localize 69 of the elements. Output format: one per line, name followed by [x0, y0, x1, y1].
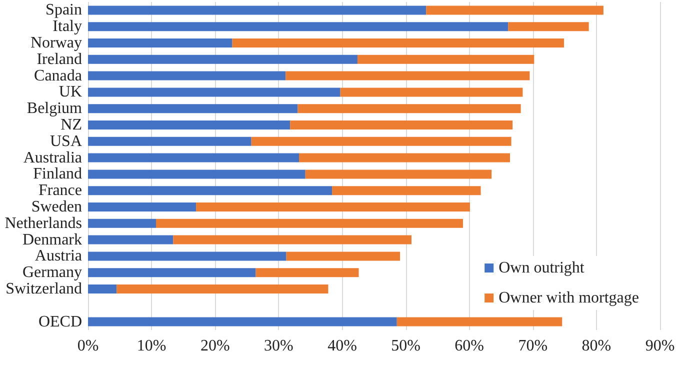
bar [298, 104, 521, 114]
bar [88, 218, 156, 228]
x-tick-label: 10% [136, 338, 166, 354]
x-tick-label: 90% [645, 338, 675, 354]
bar [232, 38, 564, 48]
bar [88, 120, 290, 130]
bar [88, 202, 196, 212]
y-tick-label: Spain [46, 2, 82, 19]
x-tick-label: 30% [264, 338, 294, 354]
bar [88, 54, 358, 64]
y-tick-label: Australia [23, 149, 82, 166]
bar [290, 120, 513, 130]
x-tick-label: 70% [518, 338, 548, 354]
y-tick-label: Sweden [31, 198, 82, 216]
bar [88, 268, 256, 278]
bar [173, 235, 412, 244]
bar [88, 88, 340, 97]
bar [88, 170, 306, 179]
bar [88, 104, 298, 114]
x-tick-label: 60% [454, 338, 484, 354]
y-tick-label: UK [58, 84, 82, 101]
bar [286, 252, 400, 261]
y-tick-label: Netherlands [4, 214, 82, 232]
bar [196, 202, 470, 212]
y-tick-label: Switzerland [6, 280, 82, 298]
bar [88, 317, 397, 326]
y-tick-label: Austria [34, 248, 82, 265]
bar [286, 71, 530, 80]
bar [156, 218, 463, 228]
bar [88, 6, 426, 15]
bar [426, 6, 604, 15]
bar [88, 284, 117, 294]
y-tick-label: Denmark [22, 231, 82, 248]
bar [88, 153, 300, 162]
x-tick-label: 80% [582, 338, 612, 354]
bar [305, 170, 492, 179]
bar [299, 153, 510, 162]
bar [88, 136, 252, 146]
bar [88, 235, 174, 244]
y-tick-label: France [38, 182, 82, 200]
x-tick-label: 0% [77, 338, 99, 354]
bar [88, 252, 286, 261]
bar [88, 71, 286, 80]
bar [357, 54, 534, 64]
bar [340, 88, 523, 97]
bar [332, 186, 481, 196]
y-tick-label: NZ [60, 116, 82, 134]
x-tick-label: 50% [391, 338, 420, 354]
y-tick-label: Italy [52, 18, 82, 36]
bar [508, 22, 589, 32]
y-tick-label: Norway [30, 34, 82, 52]
y-tick-label: Germany [22, 264, 82, 282]
bar [88, 38, 232, 48]
x-tick-label: 20% [200, 338, 230, 354]
y-tick-label: USA [50, 132, 82, 150]
bar [116, 284, 328, 294]
y-tick-label: Canada [34, 67, 82, 84]
bar [256, 268, 359, 278]
y-tick-label: Ireland [36, 50, 82, 68]
bar [88, 186, 332, 196]
bar [251, 136, 512, 146]
legend-label: Own outright [498, 260, 585, 276]
bar [88, 22, 508, 32]
x-tick-label: 40% [328, 338, 357, 354]
y-tick-label: Finland [33, 166, 82, 183]
legend-label: Owner with mortgage [498, 290, 639, 306]
y-tick-label: OECD [38, 313, 82, 330]
bar [396, 317, 562, 326]
y-tick-label: Belgium [26, 100, 83, 118]
